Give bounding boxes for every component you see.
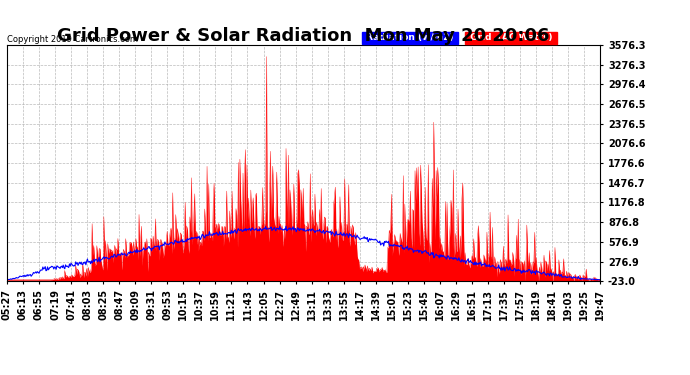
Text: Grid  (AC Watts): Grid (AC Watts) — [466, 33, 555, 42]
Text: Radiation (w/m2): Radiation (w/m2) — [363, 33, 457, 42]
Title: Grid Power & Solar Radiation  Mon May 20 20:06: Grid Power & Solar Radiation Mon May 20 … — [57, 27, 550, 45]
Text: Copyright 2019 Cartronics.com: Copyright 2019 Cartronics.com — [7, 35, 138, 44]
